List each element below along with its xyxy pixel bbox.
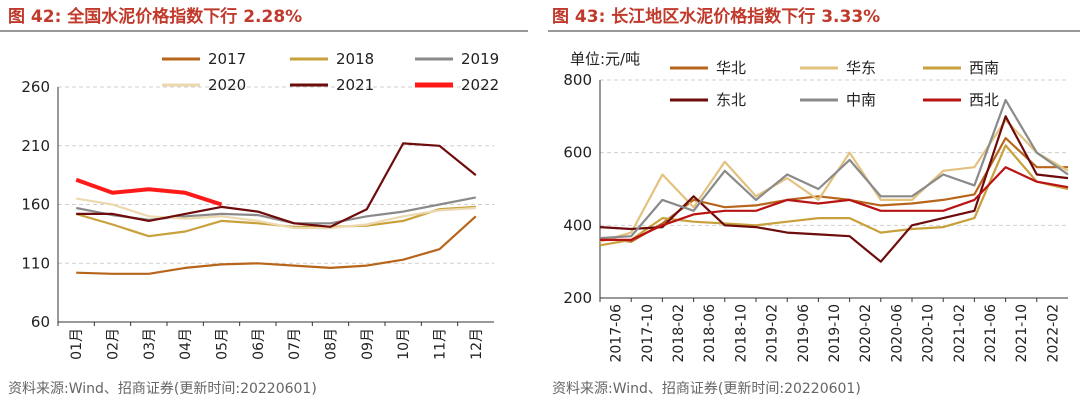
right-series-line-东北 xyxy=(599,115,1069,263)
left-legend-label-2018: 2018 xyxy=(336,50,374,68)
left-series-line-2022 xyxy=(75,177,223,207)
left-legend-label-2022: 2022 xyxy=(461,76,499,94)
left-x-tick-label: 08月 xyxy=(324,328,340,360)
left-y-tick-label: 110 xyxy=(21,254,50,272)
right-x-tick-label: 2018-10 xyxy=(733,304,749,363)
right-x-tick-label: 2021-10 xyxy=(1014,304,1030,363)
left-figure-title: 图 42: 全国水泥价格指数下行 2.28% xyxy=(8,7,303,27)
left-series-line-2017 xyxy=(76,215,477,275)
left-legend-label-2021: 2021 xyxy=(336,76,374,94)
right-legend-label-中南: 中南 xyxy=(846,91,876,109)
left-y-tick-label: 210 xyxy=(21,137,50,155)
right-unit-label: 单位:元/吨 xyxy=(570,50,640,68)
left-source: 资料来源:Wind、招商证券(更新时间:20220601) xyxy=(8,381,317,397)
right-x-tick-label: 2020-02 xyxy=(858,304,874,363)
left-y-tick-label: 260 xyxy=(21,78,50,96)
right-series-line-中南 xyxy=(599,98,1069,240)
right-y-tick-label: 800 xyxy=(563,71,592,89)
right-x-tick-label: 2018-06 xyxy=(702,304,718,363)
left-y-tick-label: 60 xyxy=(31,313,50,331)
left-title-rule xyxy=(0,30,528,32)
right-x-tick-label: 2022-02 xyxy=(1045,304,1061,363)
right-x-tick-label: 2020-06 xyxy=(889,304,905,363)
right-figure-title: 图 43: 长江地区水泥价格指数下行 3.33% xyxy=(552,7,881,27)
left-series-line-2020 xyxy=(76,197,476,230)
right-x-tick-label: 2018-02 xyxy=(671,304,687,363)
right-legend-label-东北: 东北 xyxy=(716,91,746,109)
left-chart: 260 210 160 110 60 01月 02月 03月 04月 05月 06月 07月 08月 09… xyxy=(21,50,499,360)
right-y-tick-label: 400 xyxy=(563,216,592,234)
left-x-tick-label: 01月 xyxy=(69,328,85,360)
left-y-tick-label: 160 xyxy=(21,196,50,214)
right-x-tick-label: 2017-10 xyxy=(640,304,656,363)
left-legend-label-2020: 2020 xyxy=(208,76,246,94)
right-source: 资料来源:Wind、招商证券(更新时间:20220601) xyxy=(552,381,861,397)
right-legend-label-西南: 西南 xyxy=(969,59,999,77)
left-x-tick-label: 05月 xyxy=(215,328,231,360)
left-x-tick-label: 12月 xyxy=(469,328,485,360)
left-x-tick-label: 07月 xyxy=(287,328,303,360)
right-legend-label-华东: 华东 xyxy=(846,59,876,77)
left-legend-label-2017: 2017 xyxy=(208,50,246,68)
right-x-tick-label: 2021-02 xyxy=(952,304,968,363)
right-series-line-西南 xyxy=(599,144,1069,247)
left-series-line-2021 xyxy=(76,142,477,228)
right-series-line-华北 xyxy=(599,136,1068,243)
left-x-tick-label: 09月 xyxy=(360,328,376,360)
right-x-tick-label: 2021-06 xyxy=(983,304,999,363)
right-x-tick-label: 2020-10 xyxy=(921,304,937,363)
right-chart: 800 600 400 200 2017-06 2017-10 2018-02 2018-06… xyxy=(563,50,1069,363)
left-x-tick-label: 04月 xyxy=(178,328,194,360)
left-x-tick-label: 02月 xyxy=(106,328,122,360)
right-title-rule xyxy=(548,30,1080,32)
right-y-tick-label: 600 xyxy=(563,144,592,162)
right-legend-label-西北: 西北 xyxy=(969,91,999,109)
right-x-tick-label: 2019-06 xyxy=(796,304,812,363)
right-x-tick-label: 2019-02 xyxy=(765,304,781,363)
left-x-tick-label: 10月 xyxy=(396,328,412,360)
right-x-tick-label: 2017-06 xyxy=(609,304,625,363)
right-series-line-西北 xyxy=(600,166,1069,241)
left-x-tick-label: 11月 xyxy=(433,328,449,360)
left-x-tick-label: 03月 xyxy=(142,328,158,360)
left-legend-label-2019: 2019 xyxy=(461,50,499,68)
right-x-tick-label: 2019-10 xyxy=(827,304,843,363)
right-y-tick-label: 200 xyxy=(563,289,592,307)
right-legend-label-华北: 华北 xyxy=(716,59,746,77)
left-x-tick-label: 06月 xyxy=(251,328,267,360)
